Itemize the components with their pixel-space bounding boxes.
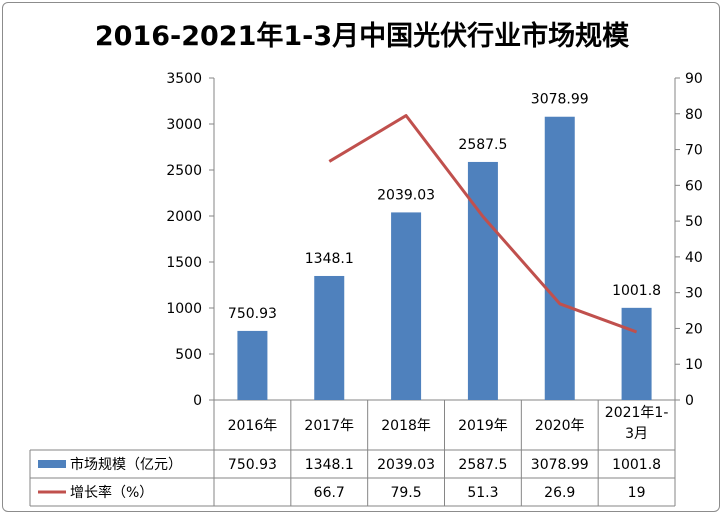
legend-label-growth-rate: 增长率（%） [70,484,153,501]
table-cell-growth-rate: 51.3 [467,485,498,501]
table-cell-growth-rate: 66.7 [314,485,345,501]
y-left-tick-label: 1500 [166,255,202,271]
category-label: 2017年 [304,418,354,434]
growth-rate-line [328,114,638,334]
table-cell-market-size: 1348.1 [305,457,354,473]
legend-key-bar [38,460,66,468]
chart-title: 2016-2021年1-3月中国光伏行业市场规模 [94,21,630,52]
bar-data-label: 1001.8 [612,283,661,299]
bar-data-label: 2039.03 [377,187,435,203]
bar [391,212,422,400]
table-cell-market-size: 2039.03 [377,457,435,473]
bar [544,116,575,401]
table-cell-market-size: 3078.99 [531,457,589,473]
category-label: 2016年 [228,418,278,434]
category-label: 2021年1- [605,405,669,421]
y-left-tick-label: 2000 [166,209,202,225]
table-cell-market-size: 750.93 [228,457,277,473]
y-right-tick-label: 50 [685,214,703,230]
y-right-tick-label: 10 [685,357,703,373]
bar [237,330,268,400]
y-right-tick-label: 60 [685,178,703,194]
table-cell-growth-rate: 79.5 [390,485,421,501]
y-left-tick-label: 0 [193,393,202,409]
y-right-tick-label: 0 [685,393,694,409]
y-right-tick-label: 70 [685,143,703,159]
bar-data-label: 2587.5 [458,137,507,153]
y-right-tick-label: 90 [685,71,703,87]
category-label: 2018年 [381,418,431,434]
bar-data-label: 750.93 [228,306,277,322]
y-left-tick-label: 1000 [166,301,202,317]
y-right-tick-label: 80 [685,107,703,123]
table-cell-market-size: 2587.5 [458,457,507,473]
y-right-tick-label: 20 [685,321,703,337]
table-cell-market-size: 1001.8 [612,457,661,473]
y-left-tick-label: 3000 [166,117,202,133]
bar [621,307,652,400]
category-label: 2020年 [535,418,585,434]
y-left-tick-label: 2500 [166,163,202,179]
bar [314,275,345,400]
category-label: 3月 [625,426,648,442]
table-cell-growth-rate: 19 [628,485,646,501]
bar-data-label: 3078.99 [531,92,589,108]
legend-label-market-size: 市场规模（亿元） [70,456,182,473]
y-right-tick-label: 40 [685,250,703,266]
y-left-tick-label: 3500 [166,71,202,87]
category-label: 2019年 [458,418,508,434]
bar-data-label: 1348.1 [305,251,354,267]
bar [467,161,498,400]
y-right-tick-label: 30 [685,286,703,302]
y-left-tick-label: 500 [175,347,202,363]
table-cell-growth-rate: 26.9 [544,485,575,501]
